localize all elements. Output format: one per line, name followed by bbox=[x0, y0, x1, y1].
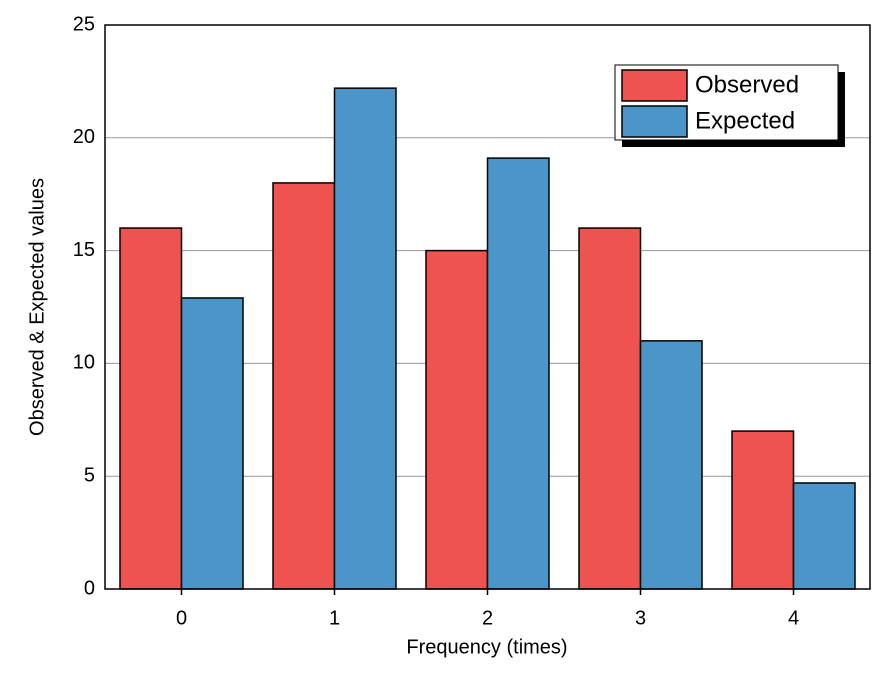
y-tick-label: 20 bbox=[73, 126, 95, 148]
bar bbox=[180, 297, 244, 590]
x-tick-label: 2 bbox=[482, 607, 493, 629]
bar bbox=[333, 87, 397, 590]
bar bbox=[425, 249, 489, 590]
x-tick-label: 3 bbox=[635, 607, 646, 629]
x-tick-label: 0 bbox=[176, 607, 187, 629]
x-tick-label: 1 bbox=[329, 607, 340, 629]
y-tick-label: 5 bbox=[84, 464, 95, 486]
plot-frame bbox=[104, 24, 871, 590]
y-tick-label: 15 bbox=[73, 239, 95, 261]
y-tick-label: 25 bbox=[73, 13, 95, 35]
y-tick-label: 10 bbox=[73, 352, 95, 374]
bar bbox=[486, 157, 550, 590]
legend-label: Observed bbox=[695, 71, 799, 98]
x-tick-label: 4 bbox=[788, 607, 799, 629]
y-axis-label: Observed & Expected values bbox=[26, 178, 48, 436]
bar bbox=[119, 227, 183, 590]
x-axis-label: Frequency (times) bbox=[406, 636, 567, 658]
y-tick-label: 0 bbox=[84, 577, 95, 599]
bar bbox=[731, 430, 795, 590]
bar bbox=[792, 482, 856, 590]
legend-swatch bbox=[621, 105, 688, 138]
legend-swatch bbox=[621, 69, 688, 102]
legend-label: Expected bbox=[695, 107, 795, 134]
bar bbox=[272, 182, 336, 590]
bar bbox=[639, 340, 703, 590]
bar bbox=[578, 227, 642, 590]
